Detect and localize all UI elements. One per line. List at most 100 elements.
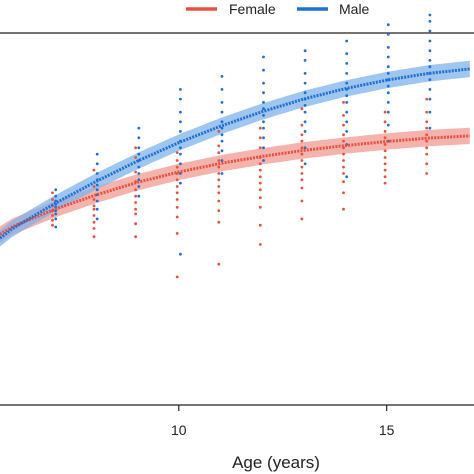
x-axis-title: Age (years): [232, 453, 320, 472]
data-point-female: [383, 162, 387, 166]
fit-curves: [0, 67, 470, 240]
data-point-female: [175, 205, 179, 209]
data-point-male: [137, 194, 141, 198]
x-axis: 10 15: [171, 405, 395, 438]
data-point-female: [258, 146, 262, 150]
data-point-male: [303, 91, 307, 95]
data-point-male: [303, 72, 307, 75]
data-point-female: [92, 198, 96, 201]
data-point-male: [345, 110, 349, 114]
data-point-male: [179, 120, 182, 124]
data-point-male: [345, 94, 349, 98]
data-point-male: [54, 188, 58, 192]
data-point-female: [217, 185, 221, 188]
data-point-male: [220, 172, 224, 175]
data-point-female: [342, 191, 345, 195]
data-point-female: [383, 181, 387, 185]
data-point-male: [386, 123, 390, 127]
data-point-female: [383, 120, 387, 124]
data-point-male: [262, 68, 265, 72]
data-point-female: [425, 97, 429, 101]
data-point-male: [345, 130, 349, 133]
data-point-male: [137, 185, 141, 188]
data-point-male: [345, 175, 349, 179]
data-point-female: [134, 188, 138, 192]
data-point-male: [137, 172, 141, 175]
data-point-female: [134, 156, 138, 159]
data-point-female: [258, 126, 262, 130]
data-point-female: [383, 136, 387, 140]
data-point-male: [428, 110, 432, 114]
data-point-female: [217, 199, 221, 203]
data-point-male: [220, 120, 224, 124]
data-point-female: [383, 143, 387, 146]
data-point-female: [51, 214, 54, 217]
data-point-male: [262, 136, 265, 140]
data-point-male: [428, 126, 432, 130]
data-point-male: [303, 120, 307, 124]
data-point-male: [428, 49, 432, 53]
data-point-male: [303, 81, 307, 85]
data-point-male: [137, 126, 141, 130]
data-point-female: [342, 133, 345, 137]
data-point-female: [92, 168, 96, 172]
data-point-male: [262, 114, 265, 117]
data-point-female: [134, 201, 138, 204]
data-point-female: [300, 178, 304, 182]
data-point-female: [300, 146, 304, 150]
data-point-female: [383, 149, 387, 153]
data-point-female: [258, 188, 262, 192]
data-point-female: [134, 222, 138, 226]
data-point-male: [179, 146, 182, 150]
fit-curve-male: [0, 67, 470, 240]
data-point-male: [220, 101, 224, 104]
data-point-female: [300, 199, 304, 203]
data-point-female: [425, 172, 429, 175]
data-point-female: [134, 207, 138, 211]
data-point-female: [300, 123, 304, 127]
data-point-male: [95, 172, 99, 175]
data-point-male: [179, 130, 182, 133]
data-point-male: [428, 88, 432, 91]
data-point-male: [262, 55, 265, 59]
data-point-male: [345, 62, 349, 65]
data-point-female: [92, 185, 96, 188]
x-tick-label-10: 10: [171, 422, 187, 438]
data-point-female: [300, 172, 304, 175]
data-point-female: [300, 139, 304, 143]
data-point-male: [262, 126, 265, 130]
data-point-male: [179, 252, 182, 256]
data-point-female: [425, 139, 429, 143]
data-point-male: [428, 78, 432, 82]
data-point-male: [54, 194, 58, 198]
data-point-male: [428, 97, 432, 101]
data-point-female: [425, 146, 429, 150]
data-point-male: [345, 101, 349, 104]
data-point-male: [220, 149, 224, 153]
data-point-male: [386, 32, 390, 36]
data-points: [51, 13, 432, 279]
data-point-male: [428, 65, 432, 69]
data-point-female: [342, 159, 345, 162]
data-point-male: [262, 107, 265, 111]
data-point-female: [92, 204, 96, 208]
data-point-female: [134, 146, 138, 150]
data-point-female: [258, 196, 262, 200]
data-point-female: [300, 186, 304, 190]
data-point-male: [54, 225, 58, 229]
data-point-male: [220, 159, 224, 162]
data-point-female: [425, 133, 429, 137]
data-point-female: [258, 168, 262, 172]
data-point-male: [345, 120, 349, 124]
data-point-male: [262, 81, 265, 85]
data-point-male: [137, 152, 141, 156]
data-point-male: [179, 181, 182, 185]
data-point-female: [258, 175, 262, 179]
data-point-female: [51, 198, 54, 201]
data-point-female: [217, 172, 221, 175]
data-point-female: [92, 235, 96, 239]
data-point-female: [342, 101, 345, 104]
data-point-male: [95, 199, 99, 203]
data-point-female: [258, 181, 262, 185]
data-point-female: [51, 223, 54, 227]
